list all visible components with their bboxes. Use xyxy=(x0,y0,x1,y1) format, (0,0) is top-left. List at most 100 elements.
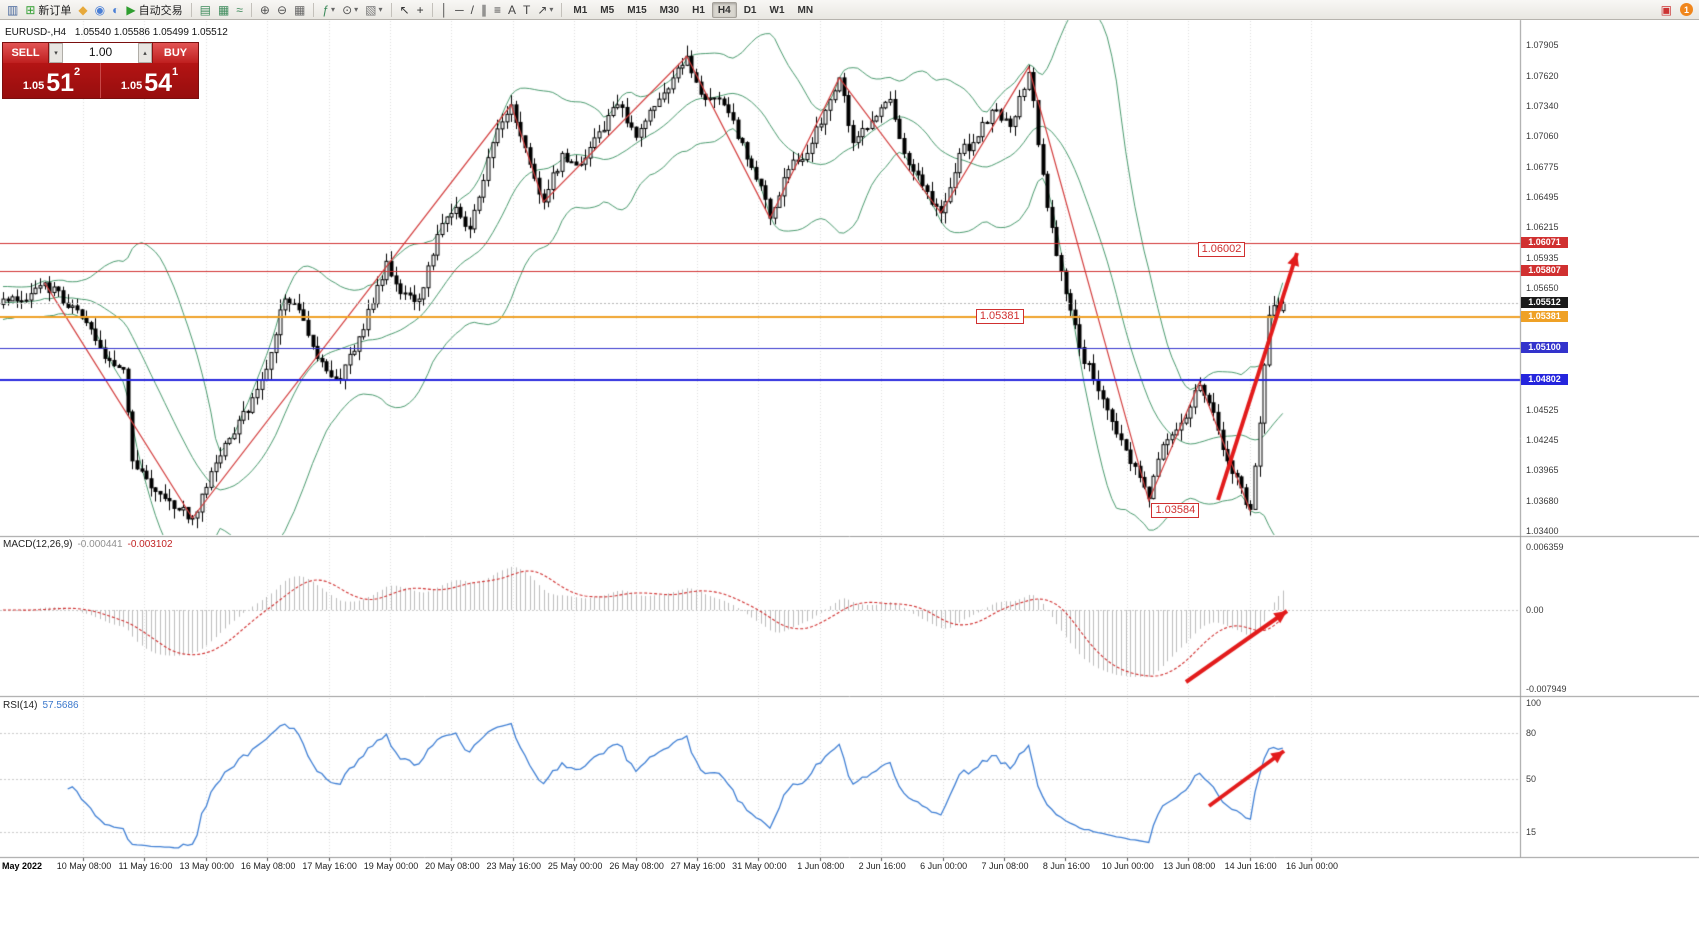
rsi-axis-label: 100 xyxy=(1526,698,1542,708)
price-axis-tick: 1.05935 xyxy=(1526,252,1559,263)
time-axis-label: 25 May 00:00 xyxy=(547,861,603,871)
channel-icon-glyph: ∥ xyxy=(480,2,487,17)
price-annotation: 1.05381 xyxy=(975,309,1024,325)
time-axis-label: 11 May 16:00 xyxy=(118,861,173,871)
new-order-glyph: ⊞ xyxy=(25,2,36,17)
new-order-button-label: 新订单 xyxy=(38,4,72,17)
price-axis-tick: 1.05650 xyxy=(1526,283,1559,294)
sell-button[interactable]: SELL xyxy=(3,43,49,63)
time-axis-label: 27 May 16:00 xyxy=(670,861,726,871)
zoom-out-icon-glyph: ⊖ xyxy=(276,2,288,17)
timeframe-m5-button[interactable]: M5 xyxy=(600,4,615,16)
price-level-tag: 1.05381 xyxy=(1521,311,1568,322)
time-axis-label: 16 Jun 00:00 xyxy=(1285,861,1339,871)
autotrading-button-label: 自动交易 xyxy=(138,4,183,17)
new-order-button[interactable]: ⊞ 新订单 xyxy=(22,1,74,19)
cursor-icon[interactable]: ↖ xyxy=(397,1,413,19)
crosshair-icon[interactable]: + xyxy=(414,1,427,19)
zoom-out-icon[interactable]: ⊖ xyxy=(274,1,290,19)
time-axis-label: 10 Jun 00:00 xyxy=(1101,861,1154,871)
rsi-axis-label: 80 xyxy=(1526,728,1537,739)
zoom-in-icon-glyph: ⊕ xyxy=(259,2,270,17)
vertical-line-icon-glyph: │ xyxy=(440,2,449,17)
price-level-tag: 1.04802 xyxy=(1521,374,1568,385)
new-chart-icon-glyph: ▥ xyxy=(7,2,19,17)
trendline-icon[interactable]: / xyxy=(468,1,477,19)
templates-icon[interactable]: ▧ ▾ xyxy=(362,1,385,19)
label-icon[interactable]: T xyxy=(520,1,533,19)
timeframe-mn-button[interactable]: MN xyxy=(797,4,814,16)
bar-chart-icon-glyph: ▤ xyxy=(199,2,211,17)
time-axis-label: 31 May 00:00 xyxy=(732,861,787,871)
community-icon-glyph: ◉ xyxy=(94,2,106,17)
time-axis-label: 6 Jun 00:00 xyxy=(920,861,968,871)
label-icon-glyph: T xyxy=(522,2,531,17)
macd-title: MACD(12,26,9) xyxy=(3,539,73,550)
time-axis-label: 16 May 08:00 xyxy=(240,861,296,871)
toolbar-separator xyxy=(250,2,252,17)
zoom-in-icon[interactable]: ⊕ xyxy=(257,1,273,19)
arrows-icon[interactable]: ↗ ▾ xyxy=(534,1,556,19)
buy-button[interactable]: BUY xyxy=(152,43,198,63)
timeframe-h4-button[interactable]: H4 xyxy=(711,1,737,18)
toolbar-buttons: ▥ ⊞ 新订单 ◆ ◉ ◐ ▶ 自动交易 ▤ ▦ ≈ ⊕ ⊖ ▦ ƒ ▾ ⊙ ▾ ▧ ▾ ↖ + │ ─ / ∥ ≡ A T ↗ ▾ M1 M5… xyxy=(4,0,819,20)
volume-decrease-button[interactable]: ▾ xyxy=(49,43,63,63)
periods-icon-glyph: ⊙ xyxy=(342,2,353,17)
autotrading-button[interactable]: ▶ 自动交易 xyxy=(123,1,185,19)
ask-price-pip: 1 xyxy=(172,66,179,78)
text-icon[interactable]: A xyxy=(505,1,519,19)
tile-windows-icon[interactable]: ▦ xyxy=(291,1,308,19)
notification-badge[interactable]: 1 xyxy=(1680,3,1693,16)
rsi-title: RSI(14) xyxy=(3,700,38,711)
line-chart-icon[interactable]: ≈ xyxy=(233,1,246,19)
macd-axis-label: 0.006359 xyxy=(1526,542,1564,553)
timeframe-m30-button[interactable]: M30 xyxy=(659,4,680,16)
price-axis-tick: 1.03400 xyxy=(1526,526,1559,536)
mql5-market-icon[interactable]: ◆ xyxy=(75,1,90,19)
time-axis-label: 26 May 08:00 xyxy=(609,861,664,871)
horizontal-line-icon[interactable]: ─ xyxy=(452,1,467,19)
channel-icon[interactable]: ∥ xyxy=(478,1,490,19)
timeframe-m15-button[interactable]: M15 xyxy=(627,4,647,16)
time-axis-label: 19 May 00:00 xyxy=(363,861,419,871)
toolbar-separator xyxy=(390,2,392,17)
indicators-icon[interactable]: ƒ ▾ xyxy=(319,1,338,19)
timeframe-d1-button[interactable]: D1 xyxy=(743,4,757,16)
new-chart-icon[interactable]: ▥ xyxy=(4,1,21,19)
dropdown-caret-icon: ▾ xyxy=(378,5,383,14)
price-axis-tick: 1.07340 xyxy=(1526,100,1559,111)
timeframe-w1-button[interactable]: W1 xyxy=(769,4,785,16)
horizontal-line-icon-glyph: ─ xyxy=(455,2,464,17)
price-level-tag: 1.05100 xyxy=(1521,342,1568,353)
alerts-button[interactable]: ▣ xyxy=(1658,1,1675,19)
candlestick-chart-icon-glyph: ▦ xyxy=(217,2,230,17)
timeframe-m1-button[interactable]: M1 xyxy=(573,4,588,16)
symbol-label: EURUSD-,H4 xyxy=(5,27,67,38)
macd-indicator-label: MACD(12,26,9) -0.000441 -0.003102 xyxy=(3,539,173,550)
timeframe-h1-button[interactable]: H1 xyxy=(692,4,705,16)
price-axis-tick: 1.03680 xyxy=(1526,495,1559,506)
periods-icon[interactable]: ⊙ ▾ xyxy=(339,1,361,19)
time-axis-label: 17 May 16:00 xyxy=(302,861,357,871)
rsi-axis-label: 50 xyxy=(1526,774,1537,784)
ask-price: 1.05 54 1 xyxy=(100,63,198,98)
price-axis-tick: 1.07620 xyxy=(1526,70,1559,81)
community-icon[interactable]: ◉ xyxy=(92,1,108,19)
news-icon[interactable]: ◐ xyxy=(109,1,122,19)
price-level-tag: 1.06071 xyxy=(1521,237,1568,248)
ask-price-small: 1.05 xyxy=(120,80,143,92)
vertical-line-icon[interactable]: │ xyxy=(438,1,452,19)
autotrading-glyph: ▶ xyxy=(126,2,136,17)
fibonacci-icon[interactable]: ≡ xyxy=(491,1,504,19)
fibonacci-icon-glyph: ≡ xyxy=(493,2,501,17)
bid-price-pip: 2 xyxy=(74,66,81,78)
bar-chart-icon[interactable]: ▤ xyxy=(197,1,214,19)
candlestick-chart-icon[interactable]: ▦ xyxy=(215,1,232,19)
volume-value[interactable]: 1.00 xyxy=(88,45,113,59)
macd-axis-label: -0.007949 xyxy=(1526,683,1567,694)
bid-price-big: 51 xyxy=(46,69,75,97)
toolbar-separator xyxy=(561,2,563,17)
volume-increase-button[interactable]: ▴ xyxy=(138,43,152,63)
macd-axis-label: 0.00 xyxy=(1526,605,1544,615)
